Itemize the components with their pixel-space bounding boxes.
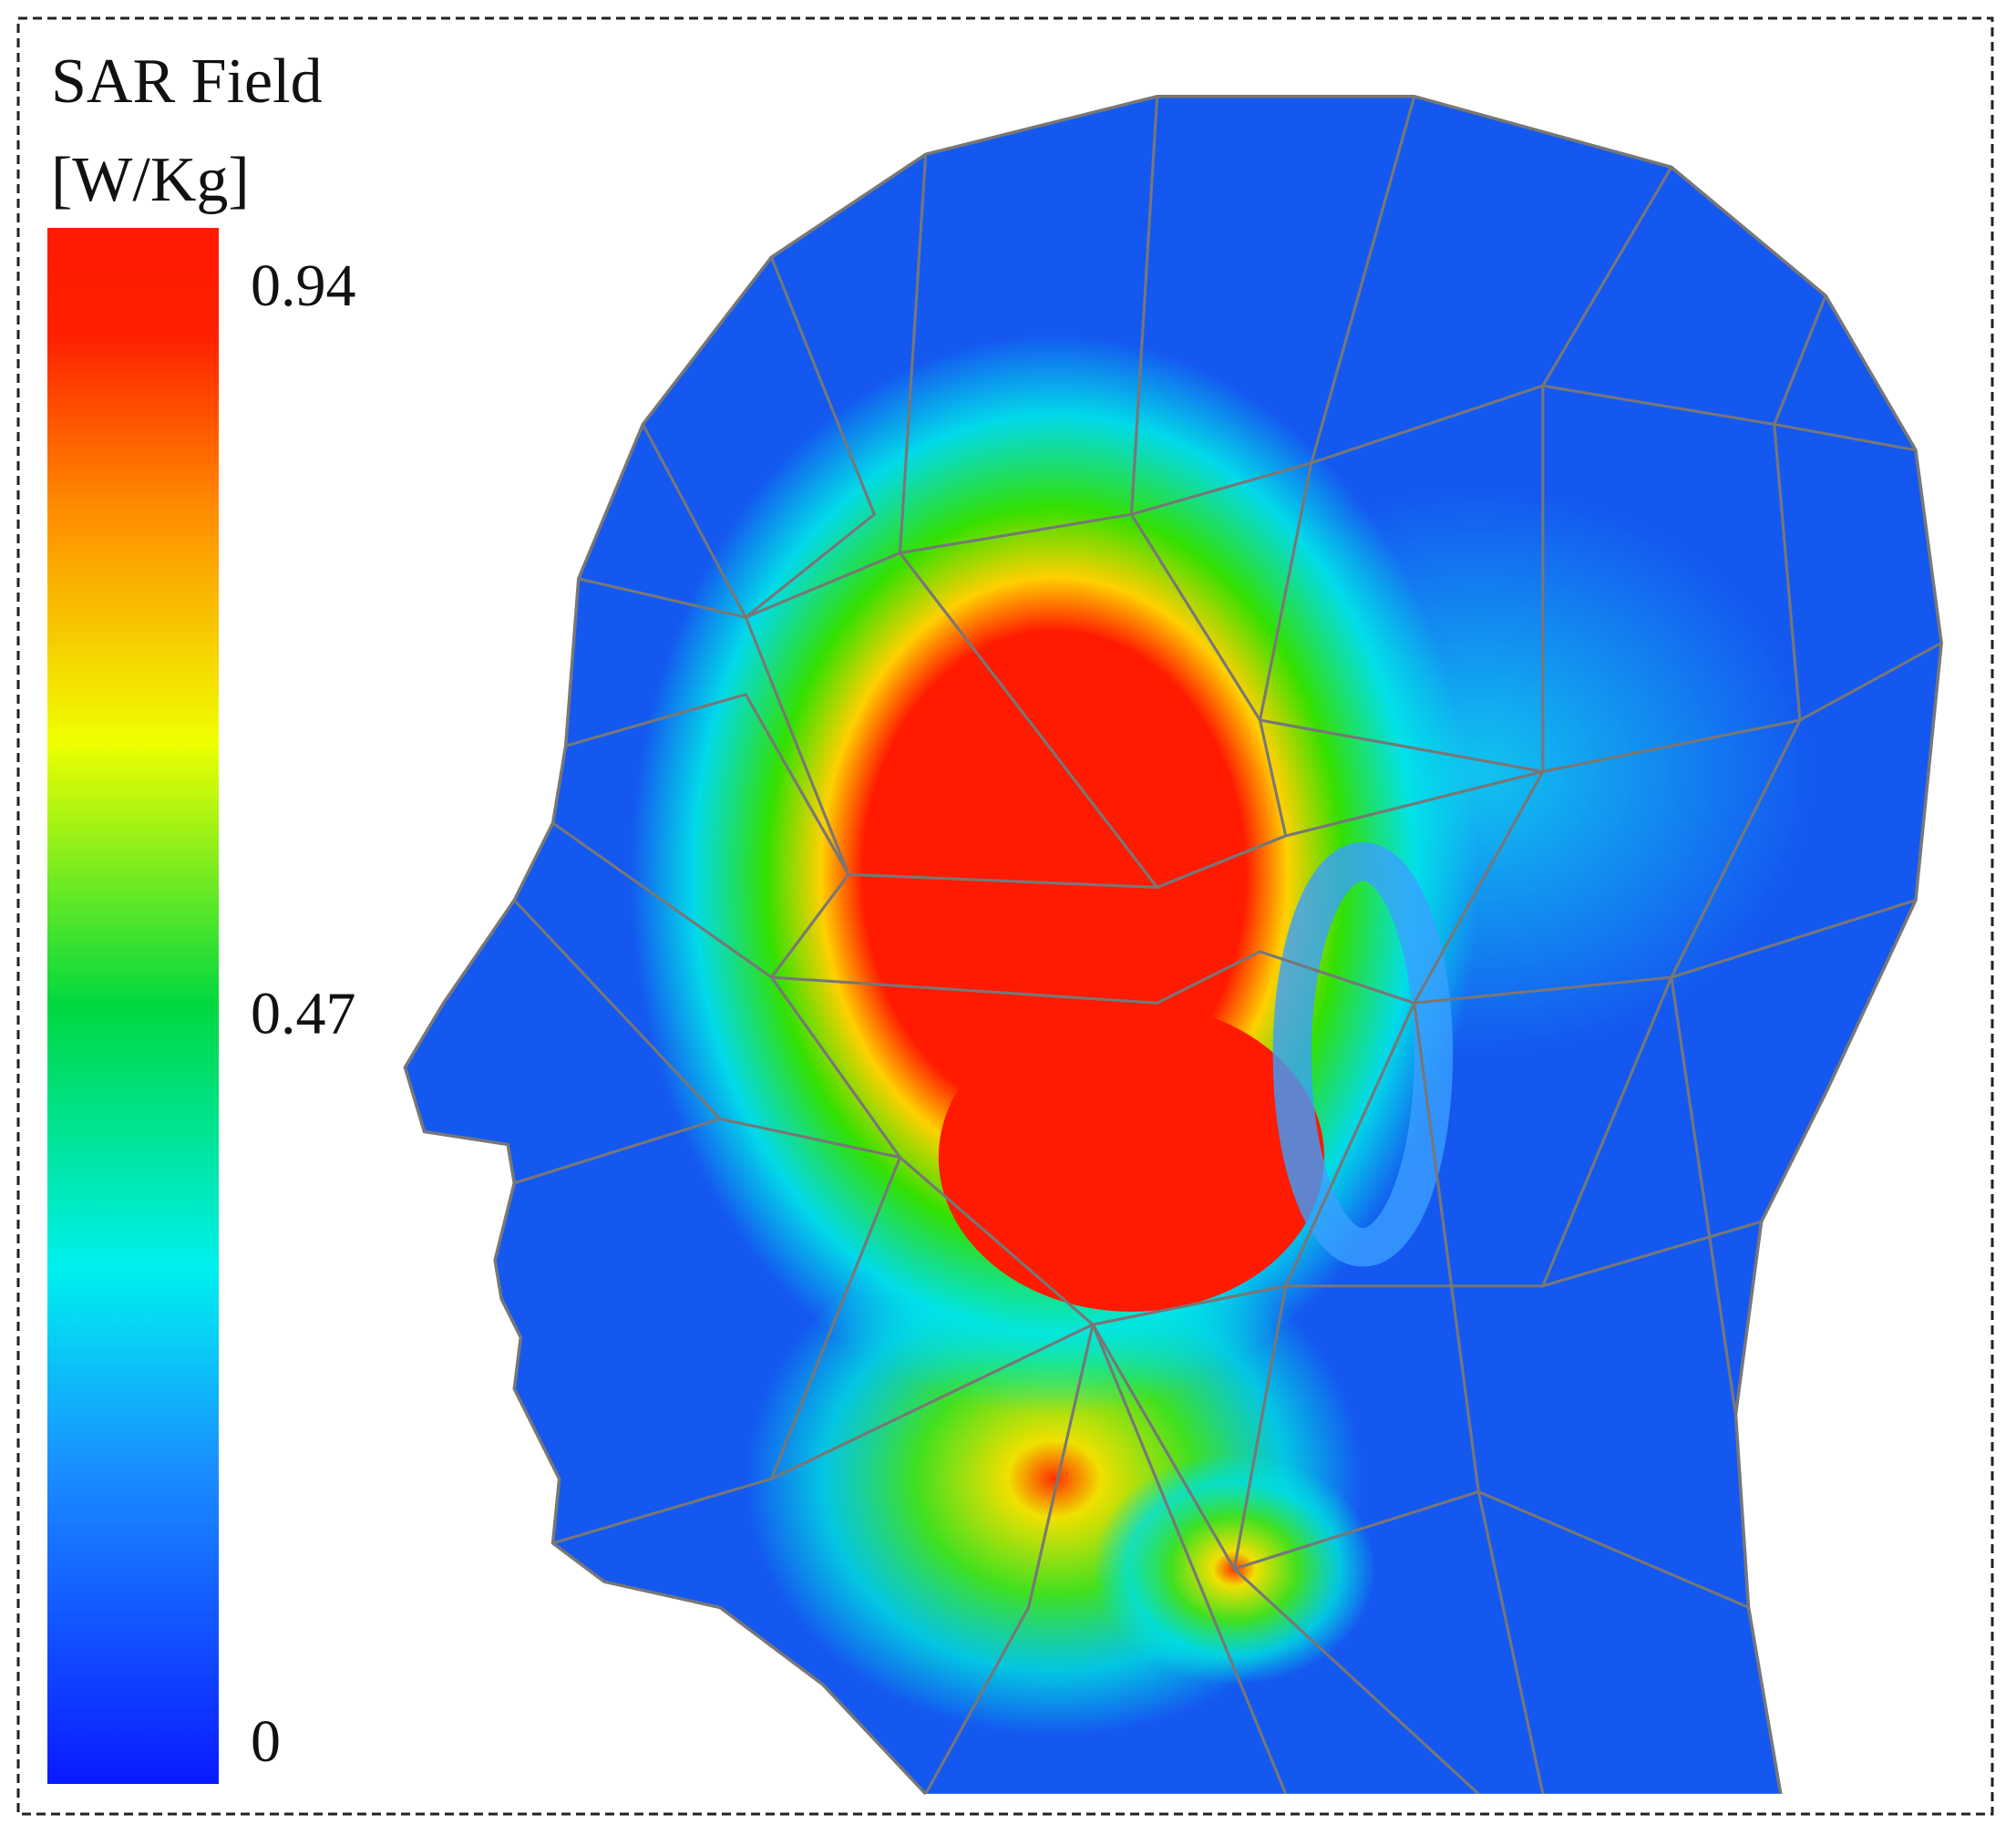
legend-unit: [W/Kg] (51, 145, 250, 215)
ear (1272, 842, 1454, 1267)
mesh (513, 96, 1942, 1794)
field-region (938, 1003, 1325, 1312)
frame (16, 16, 1994, 1816)
legend-title: SAR Field (51, 46, 323, 117)
colorbar-tick-label: 0.94 (251, 253, 356, 319)
head-outline (403, 95, 1943, 1796)
head-model (403, 95, 1943, 1796)
colorbar (47, 228, 219, 1784)
colorbar-tick-label: 0.47 (251, 981, 356, 1047)
colorbar-tick-label: 0 (251, 1708, 281, 1775)
